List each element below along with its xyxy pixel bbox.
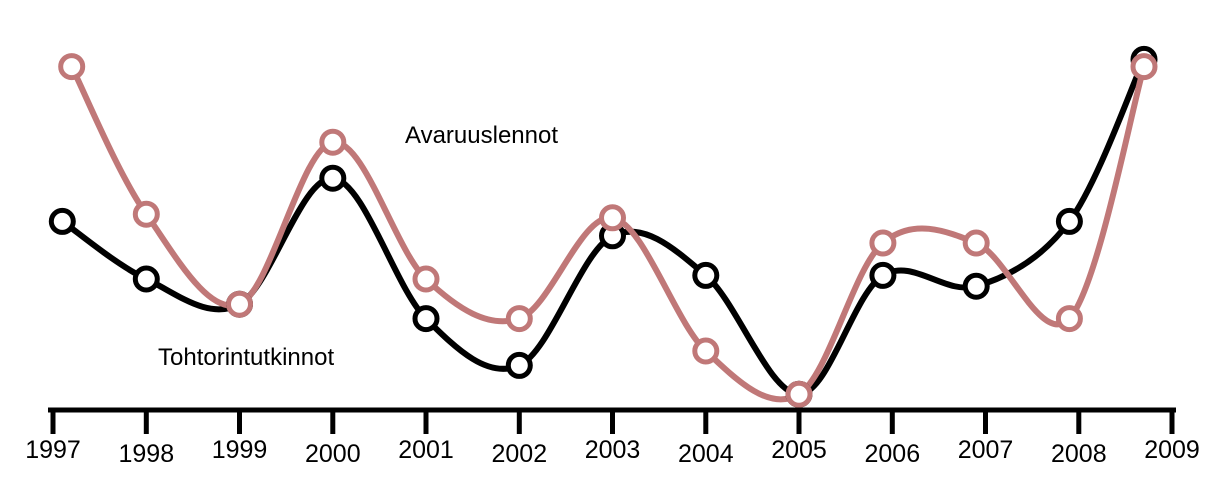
data-point-avaruuslennot-8 bbox=[785, 380, 813, 408]
x-tick-label-2000: 2000 bbox=[305, 440, 361, 468]
x-tick-label-1998: 1998 bbox=[118, 440, 174, 468]
x-tick-label-1997: 1997 bbox=[25, 436, 81, 464]
data-point-tohtorintutkinnot-1 bbox=[132, 265, 160, 293]
data-point-avaruuslennot-10 bbox=[962, 229, 990, 257]
x-tick-label-1999: 1999 bbox=[212, 436, 268, 464]
x-tick-label-2005: 2005 bbox=[771, 436, 827, 464]
data-point-avaruuslennot-5 bbox=[505, 305, 533, 333]
data-point-avaruuslennot-4 bbox=[412, 265, 440, 293]
x-tick-label-2004: 2004 bbox=[678, 440, 734, 468]
data-point-tohtorintutkinnot-3 bbox=[319, 164, 347, 192]
data-point-tohtorintutkinnot-5 bbox=[505, 351, 533, 379]
x-tick-label-2002: 2002 bbox=[491, 440, 547, 468]
data-point-avaruuslennot-11 bbox=[1055, 305, 1083, 333]
data-point-tohtorintutkinnot-0 bbox=[48, 207, 76, 235]
series-label-avaruuslennot: Avaruuslennot bbox=[405, 122, 558, 149]
data-point-avaruuslennot-3 bbox=[319, 128, 347, 156]
x-tick-label-2009: 2009 bbox=[1144, 436, 1200, 464]
x-tick-label-2003: 2003 bbox=[585, 436, 641, 464]
x-tick-label-2006: 2006 bbox=[864, 440, 920, 468]
data-point-avaruuslennot-0 bbox=[58, 53, 86, 81]
data-point-avaruuslennot-9 bbox=[869, 229, 897, 257]
data-point-tohtorintutkinnot-7 bbox=[692, 261, 720, 289]
data-point-tohtorintutkinnot-9 bbox=[869, 261, 897, 289]
x-tick-label-2001: 2001 bbox=[398, 436, 454, 464]
data-point-avaruuslennot-1 bbox=[132, 200, 160, 228]
data-point-avaruuslennot-6 bbox=[599, 204, 626, 232]
x-axis-ticks: 1997 1998 1999 2000 2001 2002 2003 2004 2005 2006… bbox=[25, 410, 1200, 468]
x-tick-label-2007: 2007 bbox=[958, 436, 1014, 464]
series-markers bbox=[48, 45, 1158, 408]
series-label-tohtorintutkinnot: Tohtorintutkinnot bbox=[158, 344, 334, 371]
data-point-tohtorintutkinnot-10 bbox=[962, 272, 990, 300]
data-point-tohtorintutkinnot-4 bbox=[412, 305, 440, 333]
x-tick-label-2008: 2008 bbox=[1051, 440, 1107, 468]
data-point-tohtorintutkinnot-11 bbox=[1055, 207, 1083, 235]
data-point-avaruuslennot-12 bbox=[1130, 53, 1158, 81]
data-point-avaruuslennot-7 bbox=[692, 337, 720, 365]
data-point-avaruuslennot-2 bbox=[226, 290, 253, 318]
